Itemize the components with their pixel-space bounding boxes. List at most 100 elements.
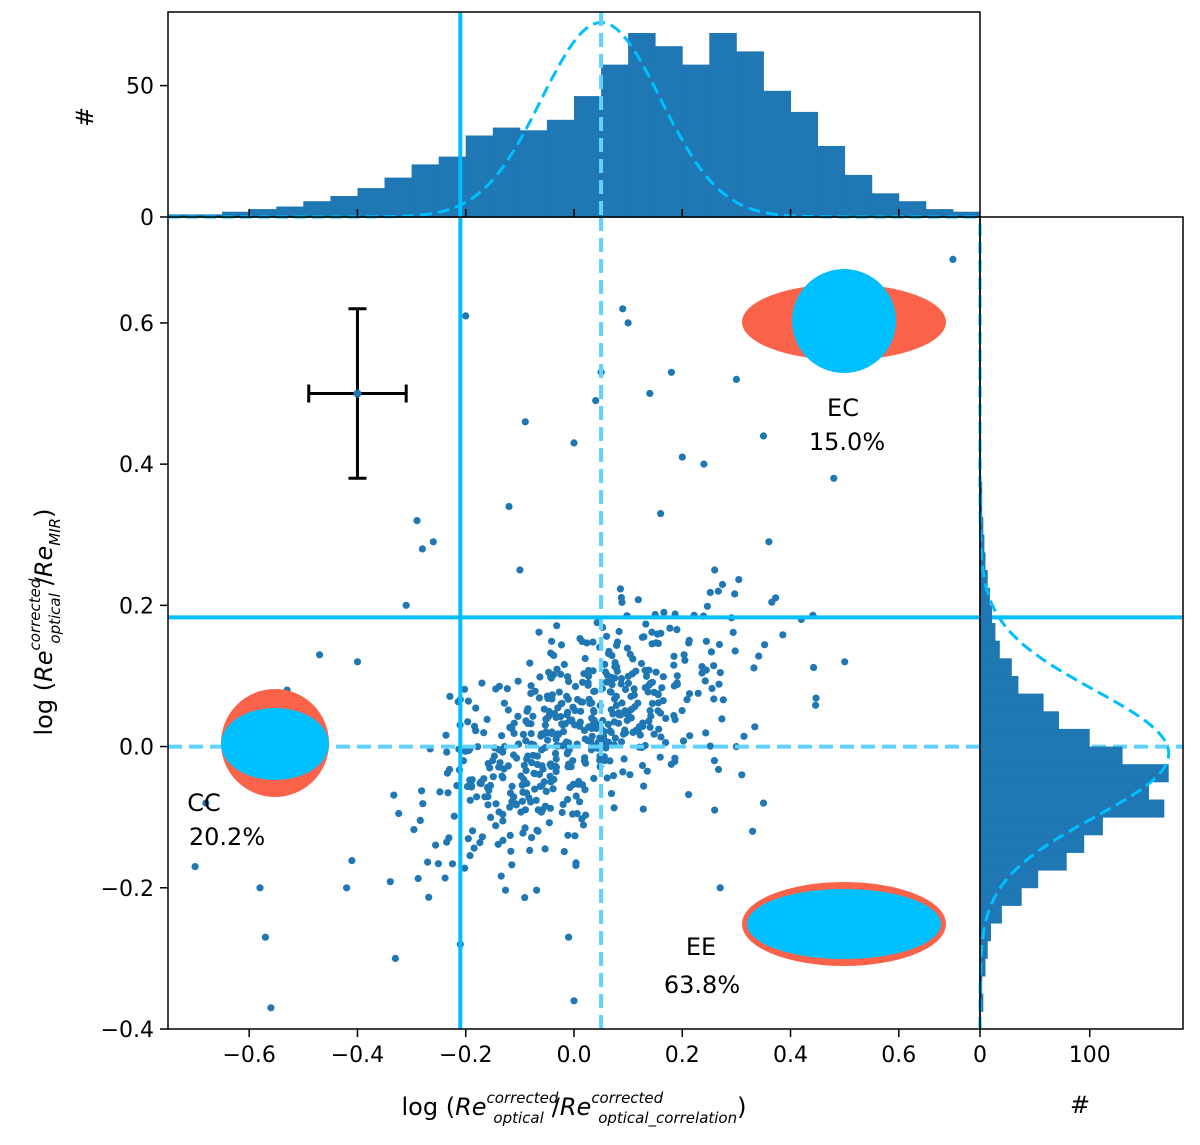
scatter-point — [553, 665, 561, 673]
scatter-point — [467, 781, 475, 790]
scatter-point — [662, 714, 670, 723]
scatter-point — [477, 778, 485, 786]
right-histogram-bar — [980, 817, 1103, 836]
scatter-point — [461, 864, 469, 872]
right-x-tick-label: 0 — [973, 1043, 987, 1068]
scatter-point — [537, 732, 545, 740]
x-tick-label: 0.4 — [773, 1043, 808, 1068]
scatter-point — [450, 812, 458, 820]
scatter-point — [444, 789, 452, 797]
region-percent-ee: 63.8% — [664, 971, 740, 999]
scatter-point — [552, 755, 560, 763]
scatter-point — [535, 628, 543, 636]
scatter-point — [654, 699, 663, 707]
scatter-point — [700, 460, 708, 468]
scatter-point — [673, 672, 681, 680]
scatter-point — [532, 796, 540, 804]
scatter-point — [588, 732, 596, 740]
scatter-point — [678, 453, 686, 461]
scatter-point — [630, 685, 638, 693]
scatter-point — [551, 749, 560, 758]
right-x-tick-label: 100 — [1069, 1043, 1111, 1068]
scatter-point — [533, 886, 541, 894]
scatter-point — [593, 619, 601, 627]
scatter-point — [779, 631, 787, 639]
scatter-point — [683, 696, 691, 704]
right-histogram-bar — [980, 605, 993, 624]
scatter-points — [191, 255, 957, 1012]
scatter-point — [543, 714, 551, 723]
right-histogram-bar — [980, 517, 984, 536]
scatter-point — [567, 763, 575, 771]
scatter-point — [527, 682, 535, 690]
right-histogram-bar — [980, 905, 1002, 924]
scatter-point — [557, 670, 565, 678]
scatter-point — [714, 587, 722, 595]
x-tick-label: 0.0 — [557, 1043, 592, 1068]
scatter-point — [812, 694, 820, 702]
right-histogram-bar — [980, 711, 1059, 730]
scatter-point — [563, 708, 572, 716]
scatter-point — [549, 785, 557, 793]
scatter-point — [648, 699, 657, 708]
scatter-point — [469, 827, 477, 835]
scatter-point — [606, 757, 614, 765]
scatter-point — [518, 781, 526, 789]
scatter-point — [267, 1004, 275, 1012]
scatter-point — [710, 695, 718, 703]
scatter-point — [472, 704, 480, 712]
top-histogram-bar — [574, 96, 602, 217]
top-histogram-bar — [519, 130, 548, 217]
scatter-point — [531, 785, 539, 793]
region-percent-cc: 20.2% — [189, 823, 265, 851]
scatter-point — [656, 709, 665, 717]
scatter-point — [486, 764, 494, 772]
scatter-point — [591, 687, 599, 695]
scatter-point — [638, 761, 647, 770]
scatter-point — [607, 706, 615, 714]
scatter-point — [607, 790, 616, 798]
scatter-point — [537, 808, 546, 816]
right-histogram-bar — [980, 587, 990, 606]
y-tick-label: −0.4 — [101, 1018, 154, 1043]
right-histogram-bar — [980, 552, 986, 571]
scatter-point — [541, 721, 550, 729]
scatter-point — [612, 692, 621, 701]
scatter-point — [719, 696, 727, 704]
scatter-point — [740, 732, 748, 740]
scatter-point — [443, 769, 451, 777]
scatter-point — [738, 771, 746, 779]
error-bar-center — [353, 389, 362, 398]
scatter-point — [585, 695, 593, 703]
scatter-point — [484, 801, 492, 809]
right-histogram-bar — [980, 693, 1044, 712]
scatter-point — [581, 786, 589, 794]
x-tick-label: −0.4 — [331, 1043, 384, 1068]
scatter-point — [464, 835, 472, 843]
scatter-point — [418, 787, 426, 795]
scatter-point — [563, 692, 571, 701]
right-histogram-bar — [980, 923, 991, 942]
scatter-point — [703, 602, 712, 610]
scatter-point — [425, 893, 433, 901]
scatter-point — [612, 701, 621, 710]
scatter-point — [540, 705, 548, 713]
scatter-point — [605, 738, 613, 747]
region-label-ee: EE — [686, 933, 716, 961]
scatter-point — [637, 659, 646, 668]
scatter-point — [413, 517, 421, 525]
y-tick-label: −0.2 — [101, 877, 154, 902]
scatter-point — [521, 894, 529, 902]
scatter-point — [478, 679, 486, 687]
scatter-point — [487, 813, 495, 822]
scatter-point — [499, 810, 507, 818]
scatter-point — [546, 772, 554, 780]
top-histogram-bar — [411, 164, 440, 217]
region-label-ec: EC — [827, 394, 859, 422]
scatter-point — [506, 831, 514, 840]
scatter-point — [638, 633, 647, 641]
scatter-point — [577, 707, 585, 715]
top-histogram-bars — [168, 33, 981, 218]
scatter-point — [497, 872, 505, 880]
scatter-point — [584, 737, 592, 745]
